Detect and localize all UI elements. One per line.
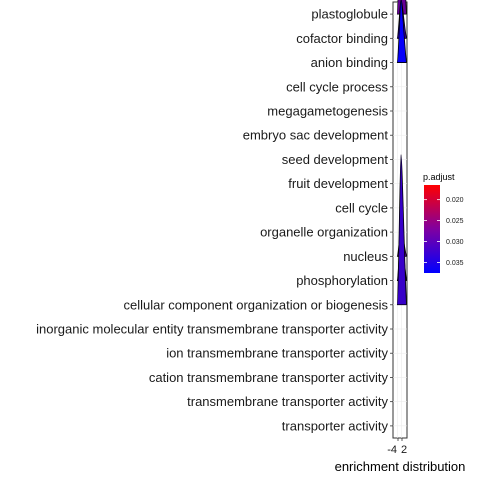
y-tick-label: cell cycle process bbox=[286, 79, 388, 94]
y-tick-label: cofactor binding bbox=[296, 31, 388, 46]
y-tick-label: plastoglobule bbox=[311, 7, 388, 22]
ridge-density bbox=[396, 154, 407, 306]
x-tick-label-0: -4 bbox=[387, 444, 397, 456]
legend-tick-label: 0.035 bbox=[446, 260, 464, 267]
y-tick-label: cation transmembrane transporter activit… bbox=[149, 370, 389, 385]
y-tick-label: anion binding bbox=[311, 55, 388, 70]
y-tick-label: cellular component organization or bioge… bbox=[124, 297, 389, 312]
legend-tick-label: 0.020 bbox=[446, 197, 464, 204]
x-axis-title: enrichment distribution bbox=[335, 459, 466, 474]
legend-tick-label: 0.025 bbox=[446, 218, 464, 225]
y-tick-label: inorganic molecular entity transmembrane… bbox=[36, 322, 388, 337]
ridge-density bbox=[396, 0, 407, 63]
y-tick-label: transmembrane transporter activity bbox=[187, 394, 388, 409]
y-tick-label: transporter activity bbox=[282, 418, 389, 433]
legend-colorbar bbox=[424, 185, 440, 273]
x-tick-label-1: 2 bbox=[401, 444, 407, 456]
y-tick-label: phosphorylation bbox=[296, 273, 388, 288]
legend-title: p.adjust bbox=[423, 172, 455, 182]
y-tick-label: organelle organization bbox=[260, 225, 388, 240]
y-tick-label: cell cycle bbox=[335, 200, 388, 215]
y-tick-label: fruit development bbox=[288, 176, 388, 191]
y-tick-label: seed development bbox=[282, 152, 389, 167]
y-tick-label: megagametogenesis bbox=[267, 104, 388, 119]
legend-tick-label: 0.030 bbox=[446, 239, 464, 246]
y-tick-label: nucleus bbox=[343, 249, 388, 264]
y-tick-label: ion transmembrane transporter activity bbox=[166, 346, 388, 361]
y-tick-label: embryo sac development bbox=[243, 128, 389, 143]
